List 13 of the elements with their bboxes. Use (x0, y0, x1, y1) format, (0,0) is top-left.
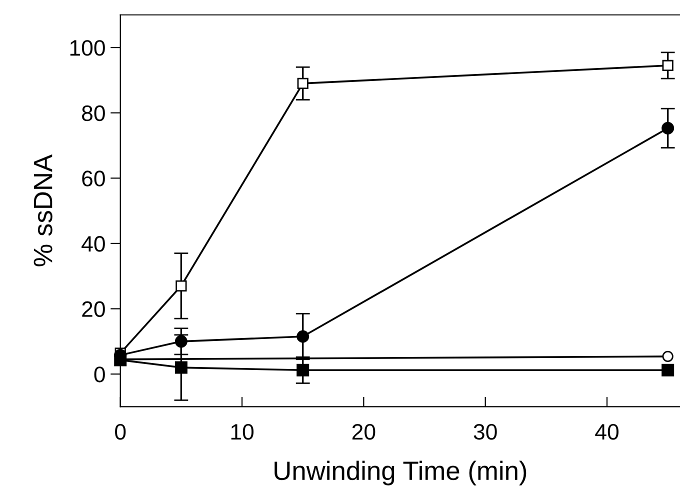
y-tick-label: 100 (70, 40, 105, 56)
y-tick-label: 80 (82, 105, 105, 122)
y-tick-label: 40 (82, 236, 105, 252)
x-axis-title: Unwinding Time (min) (274, 460, 526, 486)
x-tick-label: 10 (231, 424, 254, 440)
y-tick-label: 20 (82, 301, 105, 318)
x-tick-label: 30 (474, 424, 497, 440)
x-tick-label: 40 (595, 424, 618, 440)
y-axis-title: % ssDNA (34, 154, 52, 266)
y-tick-label: 0 (94, 366, 105, 382)
x-tick-label: 0 (115, 424, 126, 440)
x-tick-label: 20 (352, 424, 376, 440)
y-tick-label: 60 (82, 170, 105, 186)
